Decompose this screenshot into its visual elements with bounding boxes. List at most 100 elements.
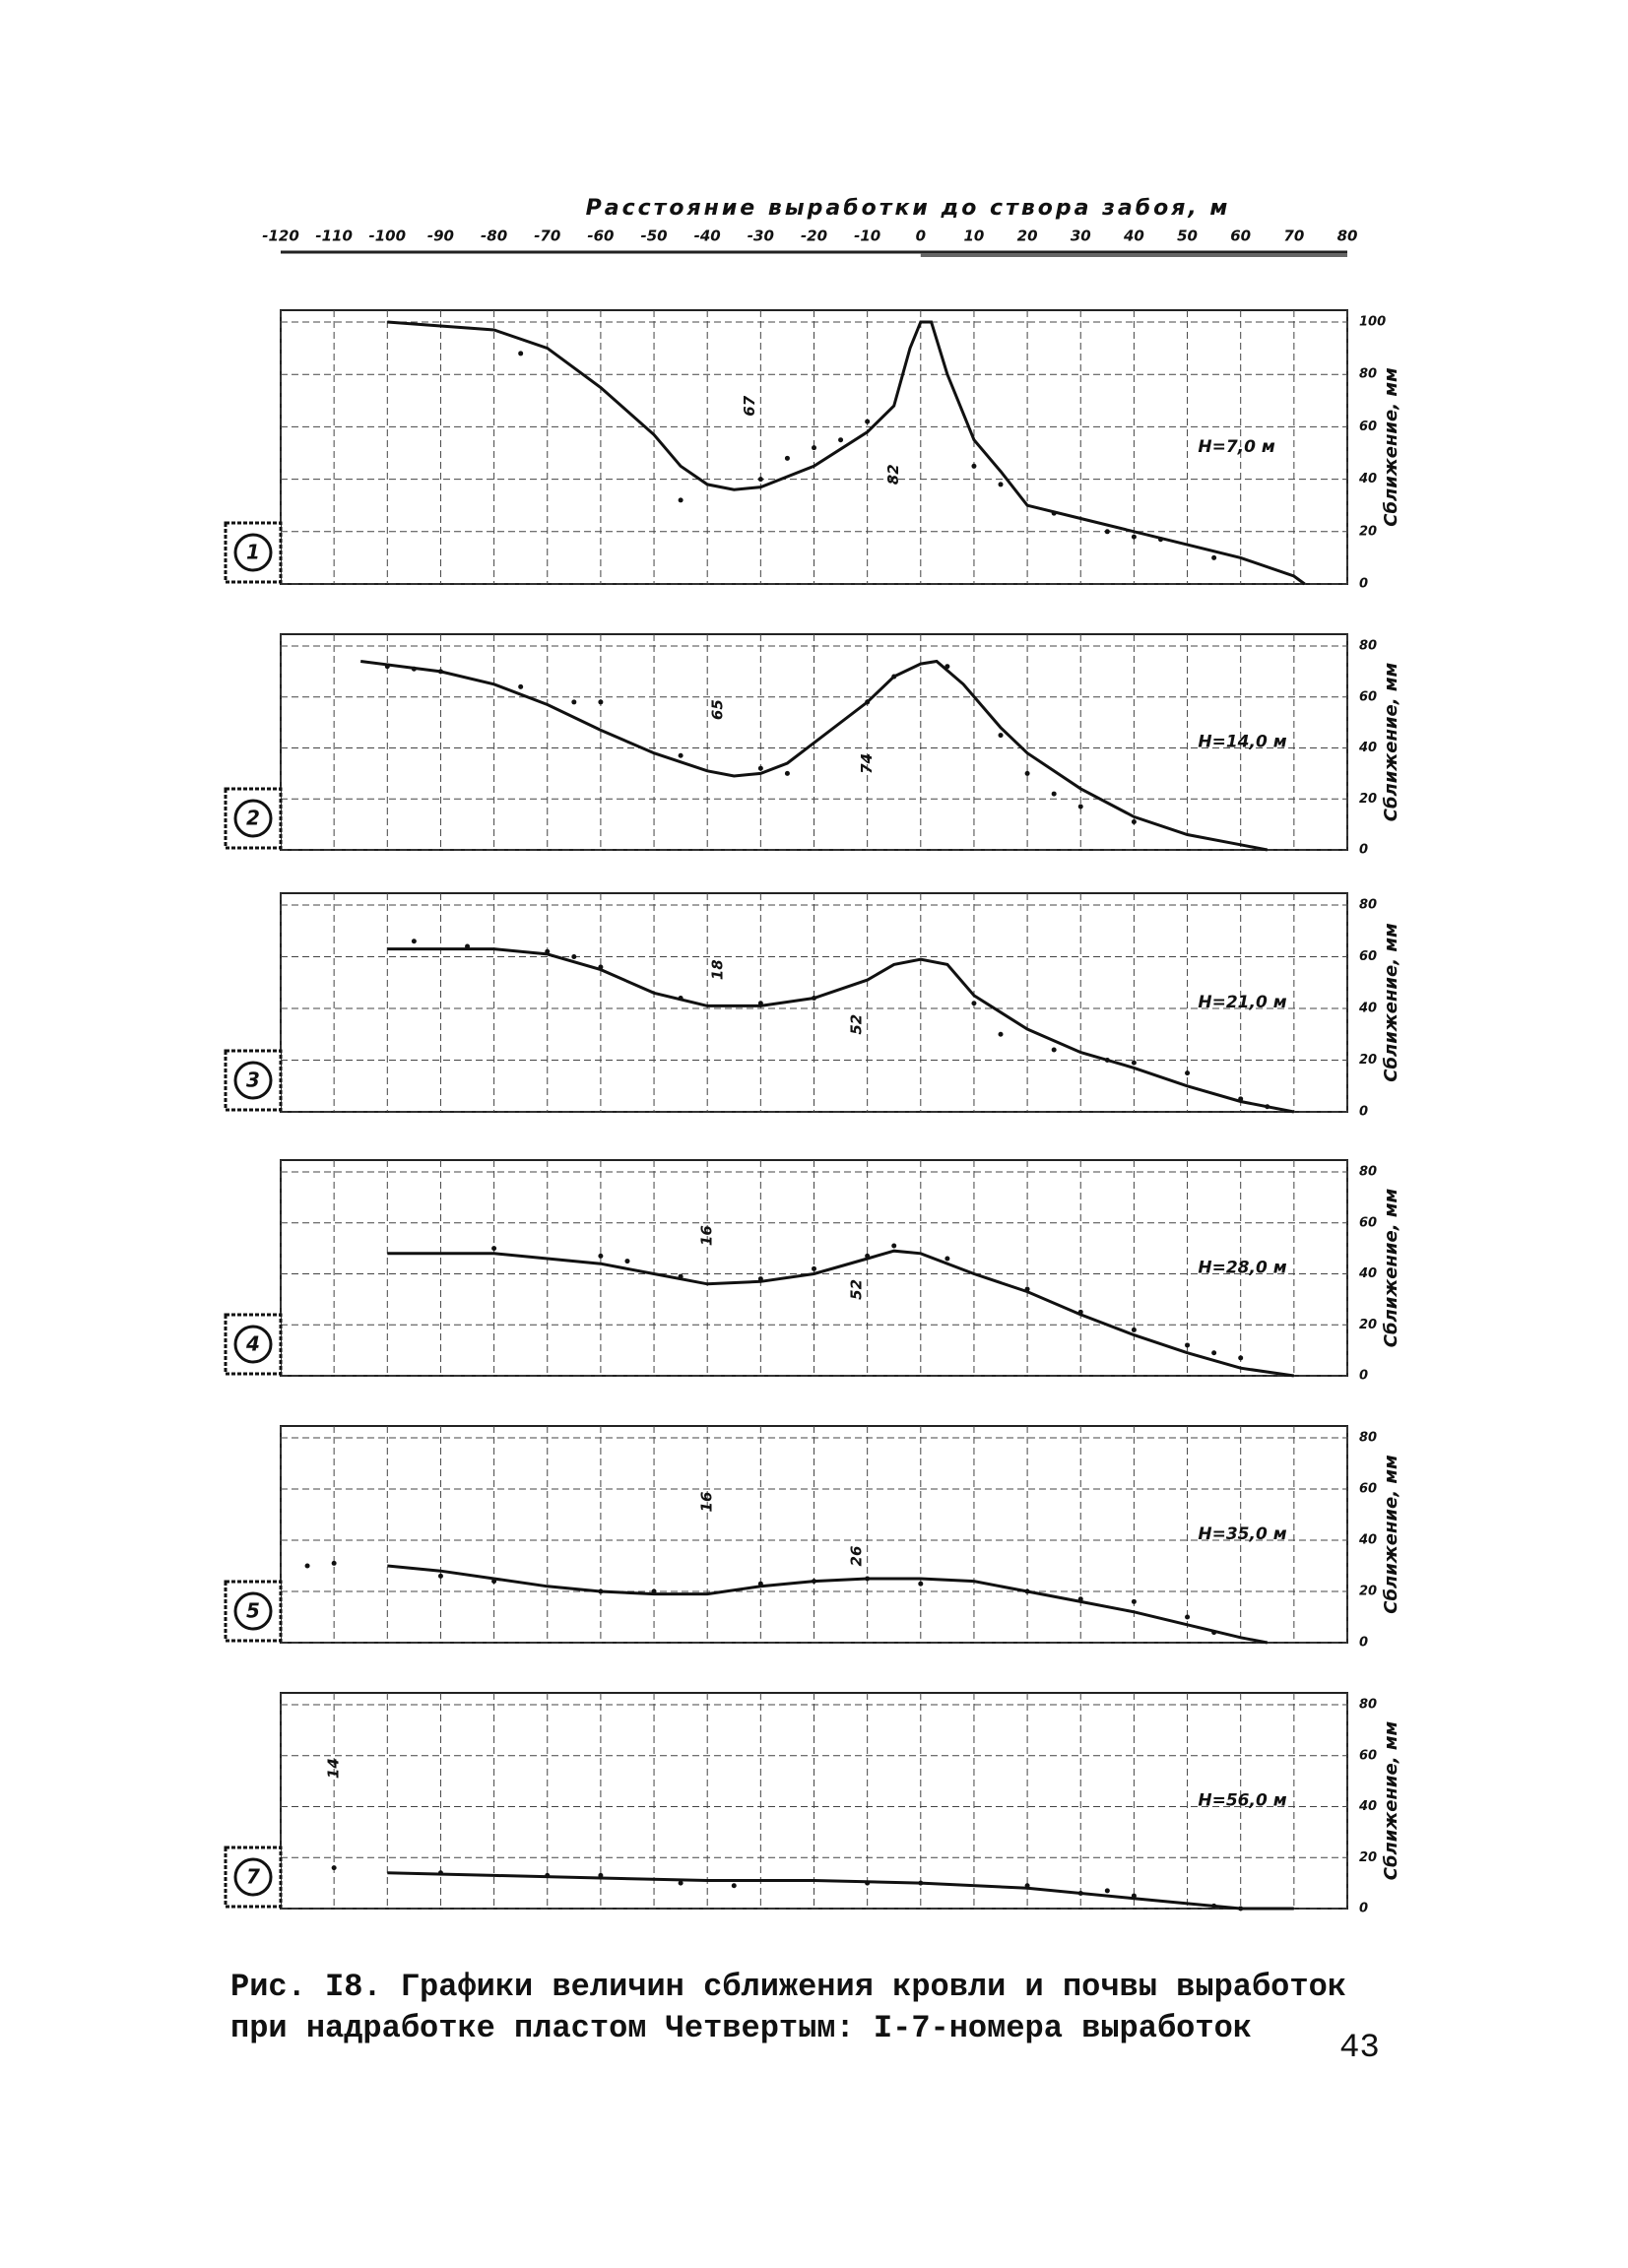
working-number: 2 — [246, 807, 260, 830]
data-point — [437, 1573, 443, 1579]
data-point — [624, 1259, 630, 1264]
data-point — [971, 1001, 977, 1006]
working-icon — [233, 1061, 273, 1100]
y-tick-label: 20 — [1359, 1318, 1377, 1332]
data-point — [1024, 770, 1030, 776]
data-point — [1024, 1286, 1030, 1292]
data-point — [437, 669, 443, 675]
y-axis-label: Сближение, мм — [1381, 1720, 1401, 1880]
y-tick-label: 40 — [1358, 1533, 1377, 1548]
data-point — [1131, 1598, 1137, 1604]
data-point — [518, 351, 524, 356]
data-point — [571, 699, 577, 705]
y-axis-label: Сближение, мм — [1381, 662, 1401, 821]
curve — [387, 947, 1295, 1114]
data-point — [571, 954, 577, 959]
y-tick-label: 20 — [1359, 1053, 1377, 1068]
data-point — [491, 1246, 497, 1252]
data-point — [1104, 529, 1110, 535]
data-point — [545, 948, 551, 954]
data-point — [944, 664, 950, 670]
x-tick-label: -30 — [748, 227, 774, 245]
data-point — [1104, 1058, 1110, 1063]
y-tick-label: 80 — [1359, 1698, 1377, 1713]
x-tick-label: -20 — [801, 227, 827, 245]
curve — [387, 1871, 1294, 1911]
annotation: 18 — [709, 959, 727, 980]
data-point — [944, 1256, 950, 1262]
curve-label: H=28,0 м — [1198, 1259, 1286, 1278]
y-tick-label: 80 — [1359, 367, 1377, 382]
data-point — [757, 1581, 763, 1587]
working-icon — [233, 1325, 273, 1364]
data-point — [1238, 1355, 1244, 1361]
x-tick-label: 40 — [1123, 227, 1144, 245]
data-point — [598, 1872, 604, 1878]
x-tick-label: -110 — [315, 227, 353, 245]
y-tick-label: 0 — [1359, 577, 1368, 592]
data-point — [998, 482, 1004, 487]
y-tick-label: 60 — [1359, 420, 1377, 434]
data-point — [1077, 1309, 1083, 1315]
data-point — [518, 683, 524, 689]
x-tick-label: 50 — [1177, 227, 1198, 245]
x-tick-label: -90 — [427, 227, 454, 245]
annotation: 14 — [325, 1758, 343, 1779]
data-point — [812, 445, 816, 451]
x-tick-label: -120 — [262, 227, 299, 245]
working-number: 7 — [246, 1865, 260, 1889]
y-tick-label: 80 — [1359, 639, 1377, 654]
data-point — [411, 666, 417, 672]
working-number: 3 — [246, 1069, 260, 1092]
data-point — [678, 497, 684, 503]
annotation: 16 — [698, 1225, 716, 1246]
annotation: 65 — [709, 699, 727, 720]
x-tick-label: -60 — [587, 227, 614, 245]
data-point — [1211, 1903, 1217, 1909]
data-point — [437, 1870, 443, 1876]
data-point — [1185, 1614, 1191, 1620]
data-point — [757, 1001, 763, 1006]
data-point — [731, 1883, 737, 1889]
data-point — [891, 1243, 897, 1249]
data-point — [1024, 1588, 1030, 1594]
data-point — [918, 1581, 924, 1587]
x-tick-label: -100 — [369, 227, 407, 245]
annotation: 82 — [884, 464, 902, 485]
y-tick-label: 60 — [1359, 689, 1377, 704]
x-tick-label: -50 — [640, 227, 667, 245]
curve-label: H=14,0 м — [1198, 733, 1286, 752]
data-point — [1024, 1883, 1030, 1889]
y-tick-label: 20 — [1359, 1850, 1377, 1865]
y-axis-label: Сближение, мм — [1381, 1455, 1401, 1614]
x-tick-label: 80 — [1337, 227, 1358, 245]
plot-frame — [280, 1692, 1348, 1910]
y-tick-label: 0 — [1359, 1369, 1368, 1384]
data-point — [971, 463, 977, 469]
data-point — [1077, 1596, 1083, 1602]
working-icon — [233, 799, 273, 838]
curve — [387, 320, 1306, 586]
x-tick-label: 20 — [1017, 227, 1038, 245]
data-point — [865, 1880, 871, 1886]
x-tick-label: 60 — [1230, 227, 1251, 245]
data-point — [598, 1588, 604, 1594]
data-point — [1131, 1060, 1137, 1066]
caption-line: Рис. I8. Графики величин сближения кровл… — [230, 1969, 1346, 2005]
data-point — [998, 733, 1004, 739]
data-point — [304, 1563, 310, 1569]
y-tick-label: 40 — [1358, 1266, 1377, 1281]
data-point — [598, 699, 604, 705]
data-point — [865, 1253, 871, 1259]
data-point — [1131, 819, 1137, 825]
y-tick-label: 80 — [1359, 1165, 1377, 1180]
y-axis-label: Сближение, мм — [1381, 1188, 1401, 1347]
data-point — [1051, 510, 1057, 516]
y-tick-label: 20 — [1359, 792, 1377, 807]
y-tick-label: 40 — [1358, 472, 1377, 486]
data-point — [865, 419, 871, 424]
data-point — [465, 943, 471, 949]
curve — [387, 1564, 1269, 1645]
data-point — [812, 1265, 816, 1271]
